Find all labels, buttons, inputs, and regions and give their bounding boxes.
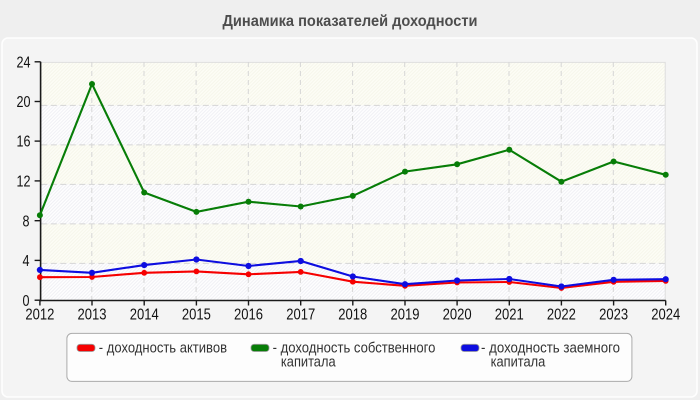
- svg-text:2022: 2022: [547, 306, 576, 323]
- svg-text:2014: 2014: [130, 306, 159, 323]
- svg-text:2013: 2013: [78, 306, 107, 323]
- svg-text:2020: 2020: [443, 306, 472, 323]
- svg-text:2016: 2016: [234, 306, 263, 323]
- svg-text:- доходность заемного: - доходность заемного: [481, 339, 620, 356]
- svg-text:8: 8: [23, 213, 30, 230]
- svg-text:2012: 2012: [25, 306, 54, 323]
- svg-text:0: 0: [23, 293, 30, 310]
- svg-text:24: 24: [17, 54, 31, 71]
- svg-text:4: 4: [23, 253, 30, 270]
- svg-text:2024: 2024: [651, 306, 680, 323]
- svg-text:2019: 2019: [391, 306, 420, 323]
- svg-text:- доходность собственного: - доходность собственного: [273, 339, 436, 356]
- svg-text:2015: 2015: [182, 306, 211, 323]
- svg-text:капитала: капитала: [281, 353, 336, 370]
- svg-text:2021: 2021: [495, 306, 524, 323]
- svg-text:Динамика показателей доходност: Динамика показателей доходности: [223, 13, 478, 30]
- svg-text:16: 16: [17, 134, 31, 151]
- svg-text:капитала: капитала: [491, 353, 546, 370]
- svg-text:20: 20: [17, 94, 31, 111]
- svg-text:12: 12: [17, 174, 31, 191]
- svg-text:- доходность активов: - доходность активов: [99, 339, 227, 356]
- svg-text:2023: 2023: [599, 306, 628, 323]
- svg-text:2017: 2017: [286, 306, 315, 323]
- svg-text:2018: 2018: [338, 306, 367, 323]
